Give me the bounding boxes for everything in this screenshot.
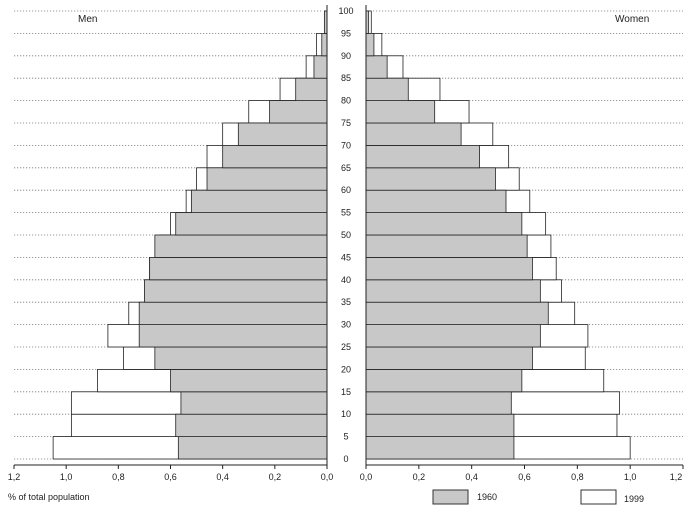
- x-tick-label-left: 0,4: [216, 472, 229, 482]
- age-tick-label: 15: [341, 387, 351, 397]
- bar-women-1960-age-70: [365, 122, 462, 146]
- bar-women-1960-age-65: [365, 144, 480, 169]
- x-tick-label-left: 0,0: [321, 472, 334, 482]
- age-tick-labels: 0 5 10 15 20 25 30 35 40 45 50 55 60 65 70 75 80 85 90 95 10…: [338, 6, 353, 464]
- bar-men-1960-age-55: [190, 189, 328, 213]
- bar-women-1960-age-45: [365, 234, 528, 258]
- bar-women-1960-age-60: [365, 167, 496, 191]
- bar-women-1960-age-90: [365, 33, 375, 57]
- age-tick-label: 95: [341, 28, 351, 38]
- x-tick-label-right: 0,0: [360, 472, 373, 482]
- x-tick-label-left: 1,0: [60, 472, 73, 482]
- bar-women-1960-age-10: [365, 391, 512, 415]
- bar-women-1960-age-75: [365, 100, 436, 124]
- x-tick-label-left: 0,6: [164, 472, 177, 482]
- age-tick-label: 85: [341, 73, 351, 83]
- bar-men-1960-age-25: [138, 324, 328, 348]
- bar-women-1960-age-5: [365, 413, 515, 438]
- bar-men-1960-age-90: [321, 33, 328, 57]
- legend-label-1960: 1960: [477, 492, 497, 502]
- bar-men-1960-age-0: [177, 436, 328, 460]
- bar-men-1960-age-70: [237, 122, 328, 146]
- age-tick-label: 65: [341, 163, 351, 173]
- age-tick-label: 40: [341, 275, 351, 285]
- age-tick-label: 20: [341, 364, 351, 374]
- bar-women-1960-age-35: [365, 279, 541, 303]
- x-tick-label-right: 1,0: [624, 472, 637, 482]
- age-tick-label: 0: [343, 454, 348, 464]
- legend: 1960 1999: [432, 489, 644, 505]
- age-tick-label: 90: [341, 51, 351, 61]
- men-panel-label: Men: [78, 14, 97, 25]
- bar-women-1960-age-55: [365, 189, 507, 213]
- age-tick-label: 60: [341, 185, 351, 195]
- age-tick-label: 5: [343, 432, 348, 442]
- bar-women-1960-age-15: [365, 368, 523, 393]
- women-bars: [365, 10, 631, 460]
- bar-women-1960-age-0: [365, 436, 515, 460]
- bar-men-1960-age-75: [269, 100, 328, 124]
- bar-men-1960-age-30: [138, 301, 328, 326]
- x-tick-label-right: 0,6: [518, 472, 531, 482]
- legend-swatch-1999: [580, 489, 617, 505]
- bar-women-1960-age-80: [365, 77, 409, 101]
- bar-women-1960-age-30: [365, 301, 549, 326]
- legend-label-1999: 1999: [624, 494, 644, 504]
- age-tick-label: 25: [341, 342, 351, 352]
- age-tick-label: 75: [341, 118, 351, 128]
- bar-men-1960-age-85: [313, 55, 328, 79]
- age-tick-label: 70: [341, 140, 351, 150]
- men-bars: [52, 10, 328, 460]
- bar-women-1960-age-85: [365, 55, 388, 79]
- bar-men-1960-age-10: [180, 391, 328, 415]
- bar-men-1960-age-40: [149, 256, 328, 281]
- x-tick-label-left: 0,2: [269, 472, 282, 482]
- bar-women-1960-age-25: [365, 324, 541, 348]
- age-tick-label: 30: [341, 320, 351, 330]
- legend-swatch-1960: [432, 489, 469, 505]
- bar-men-1960-age-35: [144, 279, 328, 303]
- bar-men-1960-age-50: [175, 212, 328, 236]
- bar-women-1960-age-40: [365, 256, 533, 281]
- women-panel-label: Women: [615, 14, 649, 25]
- x-tick-label-right: 0,8: [571, 472, 584, 482]
- x-tick-labels: 1,2 1,0 0,8 0,6 0,4 0,2 0,0 0,0 0,2 0,4 0,6 0,8 1,0 1…: [8, 465, 684, 482]
- age-tick-label: 100: [338, 6, 353, 16]
- x-tick-label-left: 1,2: [8, 472, 21, 482]
- age-tick-label: 45: [341, 252, 351, 262]
- age-tick-label: 35: [341, 297, 351, 307]
- bar-women-1960-age-20: [365, 346, 533, 370]
- age-tick-label: 50: [341, 230, 351, 240]
- bar-men-1960-age-65: [222, 144, 328, 169]
- age-tick-label: 10: [341, 409, 351, 419]
- bar-women-1960-age-50: [365, 212, 523, 236]
- bar-men-1960-age-20: [154, 346, 328, 370]
- bar-men-1960-age-5: [175, 413, 328, 438]
- x-tick-label-right: 1,2: [670, 472, 683, 482]
- age-tick-label: 55: [341, 208, 351, 218]
- age-tick-label: 80: [341, 96, 351, 106]
- x-tick-label-left: 0,8: [112, 472, 125, 482]
- bar-men-1960-age-60: [206, 167, 328, 191]
- x-tick-label-right: 0,2: [413, 472, 426, 482]
- x-axis-label: % of total population: [8, 492, 90, 502]
- bar-men-1960-age-80: [295, 77, 328, 101]
- bar-men-1960-age-45: [154, 234, 328, 258]
- bar-men-1960-age-15: [170, 368, 328, 393]
- x-tick-label-right: 0,4: [465, 472, 478, 482]
